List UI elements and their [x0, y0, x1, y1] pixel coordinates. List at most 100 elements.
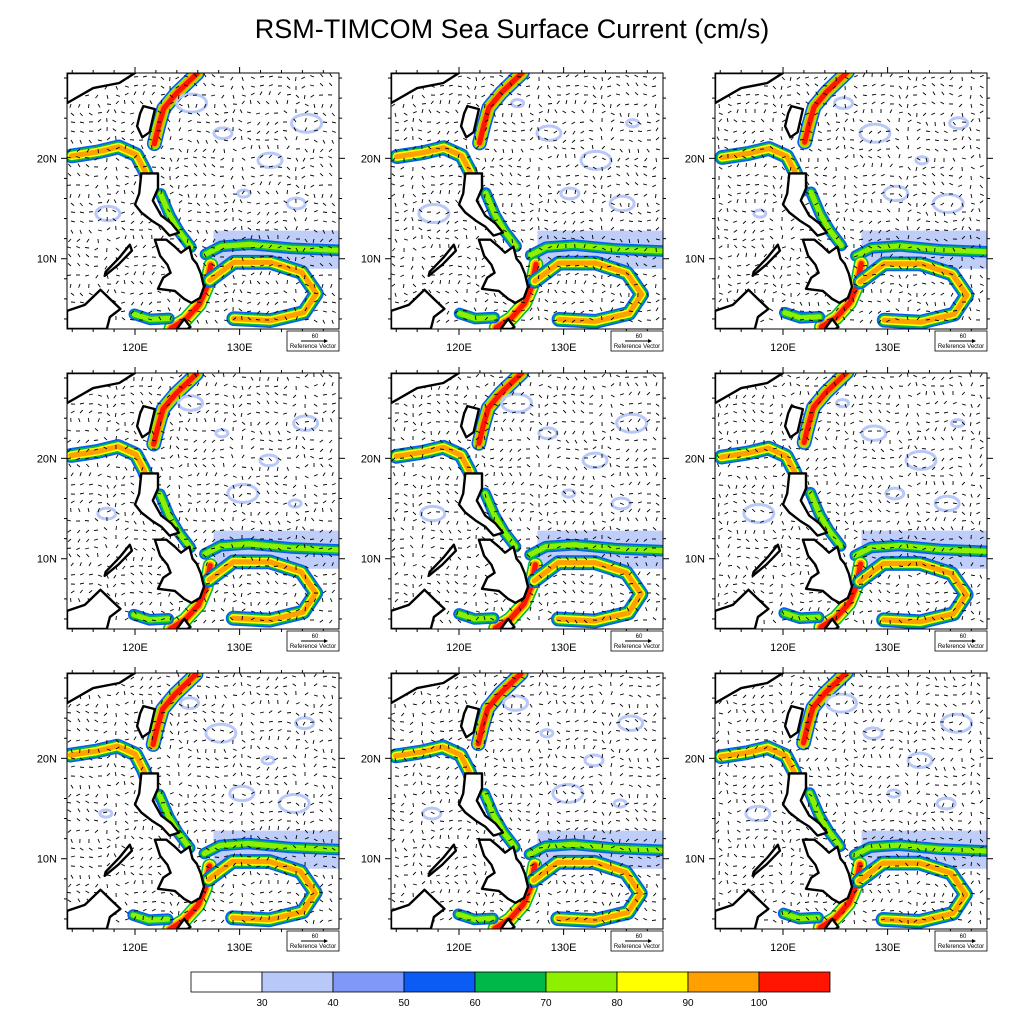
eddy-contour: [882, 184, 910, 203]
current-vector: [916, 236, 921, 240]
current-vector: [88, 103, 90, 109]
coastline: [781, 172, 829, 237]
current-vector: [736, 253, 740, 258]
current-vector: [887, 394, 891, 399]
current-vector: [922, 264, 927, 267]
current-vector: [571, 211, 576, 215]
current-vector: [599, 127, 603, 132]
current-vector: [400, 274, 405, 278]
current-vector: [239, 574, 243, 579]
current-vector: [780, 226, 783, 231]
current-vector: [194, 73, 198, 78]
current-vector: [862, 174, 868, 177]
current-vector: [790, 157, 795, 161]
current-vector: [780, 265, 783, 271]
current-vector: [412, 201, 417, 204]
current-vector: [754, 191, 759, 195]
current-vector: [850, 219, 855, 222]
current-vector: [184, 174, 189, 177]
current-vector: [583, 619, 588, 623]
current-vector: [625, 182, 630, 186]
current-vector: [448, 190, 451, 195]
current-vector: [196, 220, 202, 223]
current-vector: [580, 139, 585, 142]
current-vector: [547, 103, 553, 105]
current-vector: [445, 301, 450, 305]
current-vector: [913, 283, 918, 287]
current-vector: [754, 184, 760, 186]
current-vector: [898, 244, 901, 249]
current-vector: [112, 218, 117, 222]
current-vector: [599, 307, 603, 312]
current-vector: [223, 103, 227, 108]
current-vector: [880, 252, 883, 258]
current-speed-contour: [808, 189, 844, 249]
current-vector: [439, 190, 442, 195]
current-vector: [502, 493, 508, 495]
current-vector: [625, 272, 630, 276]
current-vector: [223, 128, 228, 132]
current-vector: [88, 410, 93, 414]
current-vector: [490, 617, 495, 621]
current-vector: [565, 439, 569, 444]
current-vector: [142, 529, 147, 532]
current-vector: [517, 183, 522, 186]
current-vector: [411, 94, 414, 100]
current-vector: [275, 100, 279, 105]
current-vector: [480, 85, 486, 88]
current-vector: [493, 129, 498, 132]
current-vector: [759, 130, 765, 133]
current-vector: [592, 192, 598, 195]
current-vector: [772, 85, 777, 90]
current-vector: [157, 290, 162, 294]
current-vector: [625, 74, 630, 78]
current-vector: [232, 317, 237, 321]
current-vector: [529, 227, 534, 231]
current-vector: [391, 263, 396, 267]
current-vector: [565, 538, 571, 540]
current-vector: [282, 582, 288, 585]
current-vector: [529, 493, 534, 497]
current-vector: [417, 129, 423, 132]
current-vector: [877, 120, 882, 123]
current-vector: [178, 464, 183, 468]
current-vector: [246, 291, 252, 294]
current-vector: [148, 228, 153, 231]
current-vector: [430, 545, 435, 549]
current-vector: [637, 211, 642, 215]
current-vector: [446, 475, 450, 480]
current-vector: [427, 484, 432, 488]
current-vector: [871, 101, 876, 105]
current-vector: [537, 184, 540, 189]
current-vector: [187, 394, 192, 398]
current-vector: [760, 139, 765, 143]
current-vector: [869, 139, 873, 144]
current-vector: [232, 297, 234, 303]
current-vector: [511, 220, 516, 223]
current-vector: [203, 538, 207, 543]
current-vector: [922, 383, 927, 387]
current-vector: [168, 592, 171, 597]
current-vector: [106, 227, 111, 231]
current-vector: [646, 572, 651, 576]
current-vector: [781, 394, 786, 397]
current-vector: [934, 229, 939, 232]
current-vector: [869, 319, 873, 324]
current-vector: [511, 492, 516, 495]
current-vector: [448, 272, 453, 276]
current-vector: [781, 156, 786, 159]
current-vector: [151, 529, 157, 532]
current-vector: [106, 592, 111, 597]
current-vector: [574, 529, 578, 534]
current-vector: [898, 394, 901, 399]
current-vector: [572, 565, 576, 570]
current-vector: [959, 382, 963, 387]
current-vector: [808, 427, 812, 432]
current-vector: [814, 166, 819, 169]
current-vector: [97, 403, 102, 407]
current-vector: [499, 157, 504, 161]
current-vector: [193, 619, 198, 623]
current-vector: [329, 163, 333, 168]
current-vector: [484, 127, 488, 132]
current-vector: [211, 184, 216, 187]
